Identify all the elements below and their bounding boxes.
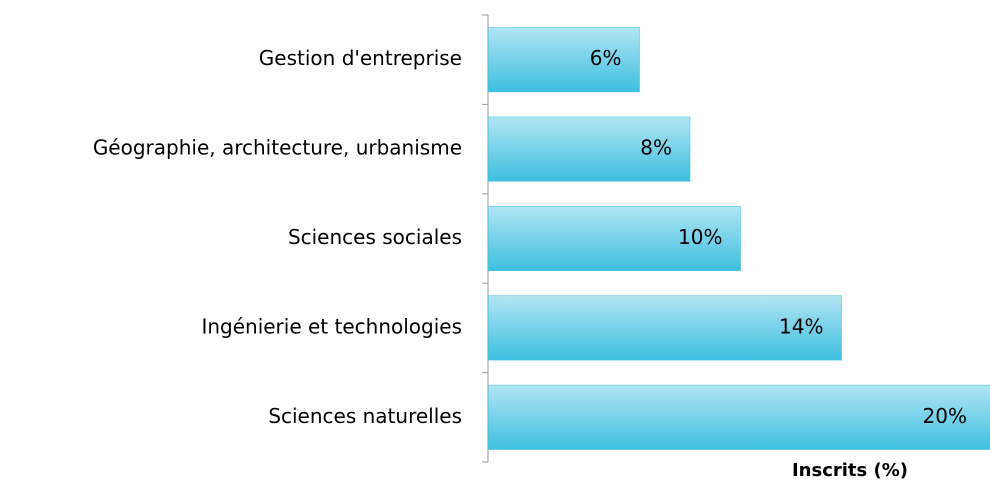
value-label: 10%	[678, 225, 722, 249]
value-label: 6%	[590, 46, 622, 70]
category-label: Gestion d'entreprise	[259, 46, 462, 70]
value-label: 14%	[779, 314, 823, 338]
bar	[487, 27, 640, 93]
bar	[487, 116, 691, 182]
category-label: Ingénierie et technologies	[201, 314, 462, 338]
x-axis-title: Inscrits (%)	[792, 460, 908, 481]
bar	[487, 206, 741, 271]
category-label: Géographie, architecture, urbanisme	[93, 136, 462, 160]
value-label: 8%	[640, 136, 672, 160]
category-label: Sciences naturelles	[268, 404, 462, 428]
value-label: 20%	[923, 404, 967, 428]
bar	[487, 384, 990, 450]
category-label: Sciences sociales	[288, 225, 462, 249]
bar	[487, 295, 842, 361]
